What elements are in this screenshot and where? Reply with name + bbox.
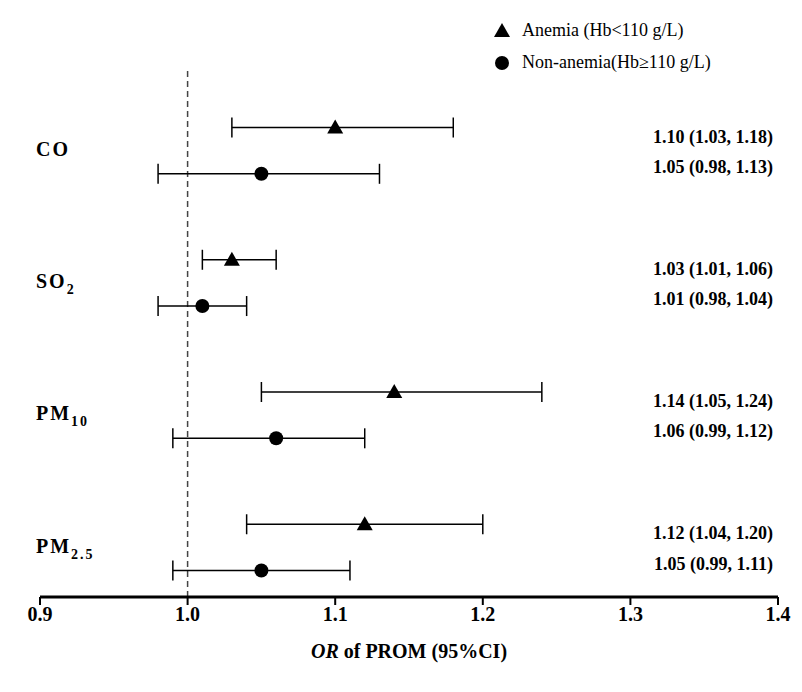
svg-text:1.12 (1.04, 1.20): 1.12 (1.04, 1.20): [653, 523, 773, 544]
svg-text:1.03 (1.01, 1.06): 1.03 (1.01, 1.06): [653, 259, 773, 280]
svg-text:1.05 (0.99, 1.11): 1.05 (0.99, 1.11): [654, 554, 773, 575]
html-text:OR of PROM (95%CI): OR of PROM (95%CI): [310, 640, 507, 662]
svg-text:1.2: 1.2: [470, 603, 495, 625]
svg-text:1.01 (0.98, 1.04): 1.01 (0.98, 1.04): [653, 289, 773, 310]
svg-text:1.06 (0.99, 1.12): 1.06 (0.99, 1.12): [653, 421, 773, 442]
svg-text:PM10: PM10: [36, 402, 89, 429]
svg-text:PM2.5: PM2.5: [36, 535, 95, 562]
svg-text:CO: CO: [36, 138, 70, 160]
svg-text:1.4: 1.4: [766, 603, 791, 625]
svg-text:1.14 (1.05, 1.24): 1.14 (1.05, 1.24): [653, 391, 773, 412]
svg-text:1.1: 1.1: [323, 603, 348, 625]
svg-text:1.0: 1.0: [175, 603, 200, 625]
svg-text:1.10 (1.03, 1.18): 1.10 (1.03, 1.18): [653, 127, 773, 148]
html-text:Anemia (Hb<110 g/L): Anemia (Hb<110 g/L): [522, 20, 684, 40]
svg-text:SO2: SO2: [36, 270, 76, 297]
svg-text:1.3: 1.3: [618, 603, 643, 625]
html-text:Non-anemia(Hb≥110 g/L): Non-anemia(Hb≥110 g/L): [522, 52, 711, 72]
svg-text:1.05 (0.98, 1.13): 1.05 (0.98, 1.13): [653, 157, 773, 178]
svg-text:0.9: 0.9: [28, 603, 53, 625]
